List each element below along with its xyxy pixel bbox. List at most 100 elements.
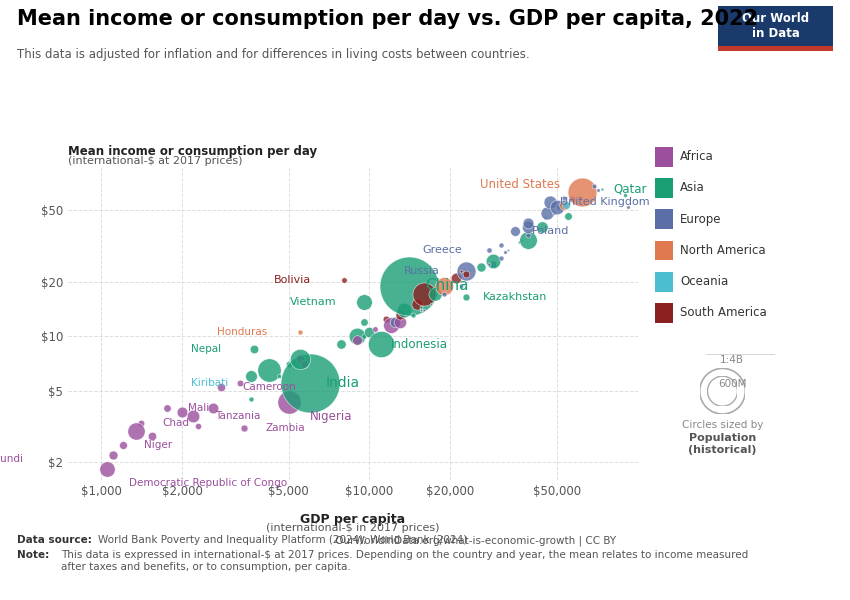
Text: Mean income or consumption per day vs. GDP per capita, 2022: Mean income or consumption per day vs. G… xyxy=(17,9,758,29)
Point xyxy=(557,197,570,207)
Point xyxy=(133,418,147,428)
Point xyxy=(282,398,296,407)
Text: This data is adjusted for inflation and for differences in living costs between : This data is adjusted for inflation and … xyxy=(17,48,530,61)
Text: India: India xyxy=(326,376,360,390)
Point xyxy=(449,273,462,283)
Text: (international-$ in 2017 prices): (international-$ in 2017 prices) xyxy=(266,523,439,533)
Point xyxy=(282,359,296,369)
Point xyxy=(357,317,371,326)
Point xyxy=(160,403,173,413)
Point xyxy=(272,371,286,381)
Point xyxy=(424,299,438,309)
Text: This data is expressed in international-$ at 2017 prices. Depending on the count: This data is expressed in international-… xyxy=(61,550,749,560)
Point xyxy=(619,191,632,200)
Point xyxy=(536,223,549,232)
Point xyxy=(460,266,473,275)
Point xyxy=(388,317,402,326)
Point xyxy=(388,317,402,326)
Point xyxy=(591,185,604,195)
Point xyxy=(521,230,535,240)
Point xyxy=(521,223,535,232)
Point xyxy=(244,371,258,381)
Point xyxy=(495,240,508,250)
Point xyxy=(557,193,570,203)
Point xyxy=(105,450,119,460)
Text: (historical): (historical) xyxy=(688,445,756,455)
Point xyxy=(334,340,348,349)
Text: Note:: Note: xyxy=(17,550,49,560)
Point xyxy=(116,440,129,450)
Point xyxy=(384,320,398,330)
Text: Kazakhstan: Kazakhstan xyxy=(483,292,547,302)
Text: Qatar: Qatar xyxy=(613,182,647,196)
Point xyxy=(374,340,388,349)
Text: 1:4B: 1:4B xyxy=(720,355,745,365)
FancyBboxPatch shape xyxy=(718,6,833,51)
Point xyxy=(587,181,601,190)
Text: Kiribati: Kiribati xyxy=(191,378,229,388)
Point xyxy=(644,178,658,188)
Point xyxy=(428,290,441,299)
Text: Chad: Chad xyxy=(162,418,189,428)
Text: in Data: in Data xyxy=(751,28,800,40)
Text: OurWorldInData.org/what-is-economic-growth | CC BY: OurWorldInData.org/what-is-economic-grow… xyxy=(98,535,616,546)
Point xyxy=(357,297,371,307)
Text: Nepal: Nepal xyxy=(191,344,222,354)
Point xyxy=(129,426,143,436)
Point xyxy=(337,275,350,284)
Text: Greece: Greece xyxy=(422,245,462,255)
Text: Mean income or consumption per day: Mean income or consumption per day xyxy=(68,145,317,158)
Point xyxy=(293,354,307,364)
Text: Asia: Asia xyxy=(680,181,705,194)
Text: China: China xyxy=(425,278,468,293)
Point xyxy=(402,281,416,290)
Text: Russia: Russia xyxy=(404,266,439,275)
Text: Vietnam: Vietnam xyxy=(290,296,337,307)
Point xyxy=(508,226,522,236)
Text: Europe: Europe xyxy=(680,212,722,226)
Point xyxy=(191,421,205,430)
Point xyxy=(596,184,609,194)
Point xyxy=(175,407,189,417)
Point xyxy=(293,328,307,337)
Point xyxy=(214,383,228,392)
Point xyxy=(621,202,635,211)
Text: Zambia: Zambia xyxy=(265,423,305,433)
Point xyxy=(234,378,247,388)
Point xyxy=(163,378,177,388)
Point xyxy=(438,281,451,290)
Point xyxy=(486,256,500,266)
Point xyxy=(543,197,557,207)
Point xyxy=(557,200,570,210)
Point xyxy=(483,245,496,254)
Text: United Kingdom: United Kingdom xyxy=(560,197,650,207)
Point xyxy=(565,194,579,204)
Point xyxy=(515,235,529,245)
Point xyxy=(486,259,500,269)
Point xyxy=(460,292,473,302)
Point xyxy=(406,311,420,320)
Text: Nigeria: Nigeria xyxy=(310,410,353,424)
Point xyxy=(573,193,586,203)
Text: Poland: Poland xyxy=(531,226,569,236)
Point xyxy=(521,235,535,245)
Point xyxy=(455,266,468,275)
Text: World Bank Poverty and Inequality Platform (2024); World Bank (2024): World Bank Poverty and Inequality Platfo… xyxy=(98,535,467,545)
Text: Honduras: Honduras xyxy=(218,327,268,337)
Text: Africa: Africa xyxy=(680,150,714,163)
Text: GDP per capita: GDP per capita xyxy=(300,513,405,526)
Point xyxy=(394,317,407,326)
Point xyxy=(483,259,496,269)
Point xyxy=(303,378,317,388)
Point xyxy=(538,213,552,223)
Point xyxy=(394,311,407,320)
Point xyxy=(455,281,468,290)
Point xyxy=(100,464,114,473)
Point xyxy=(56,454,70,463)
Point xyxy=(350,335,364,345)
Point xyxy=(398,305,411,314)
Point xyxy=(357,331,371,341)
Text: Indonesia: Indonesia xyxy=(391,338,448,351)
Text: Tanzania: Tanzania xyxy=(215,412,260,421)
Text: Bolivia: Bolivia xyxy=(274,275,311,284)
